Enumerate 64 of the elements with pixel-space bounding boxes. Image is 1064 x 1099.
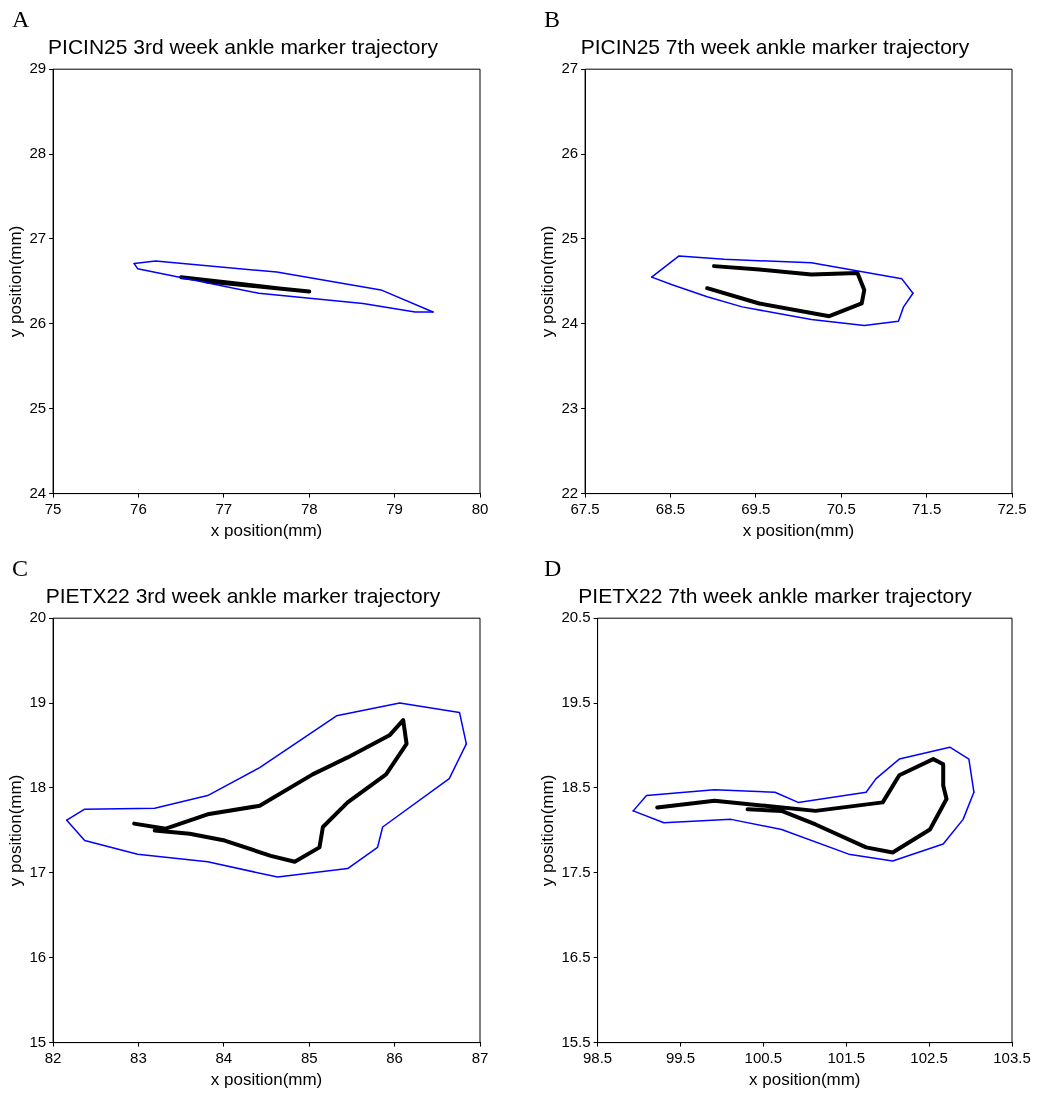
y-tick-label: 25 [29, 398, 47, 416]
x-tick-label: 82 [44, 1048, 62, 1066]
chart-title: PICIN25 7th week ankle marker trajectory [580, 35, 970, 59]
x-axis-title: x position(mm) [749, 1070, 861, 1090]
y-tick-label: 24 [561, 313, 579, 331]
y-tick-label: 23 [561, 398, 579, 416]
y-tick-label: 24 [29, 483, 47, 501]
x-tick-label: 100.5 [744, 1048, 783, 1066]
y-tick-label: 26 [561, 144, 579, 162]
y-tick-label: 29 [29, 59, 47, 77]
y-axis-title: y position(mm) [537, 225, 557, 338]
x-tick-label: 79 [386, 499, 403, 517]
y-tick-label: 20.5 [561, 608, 591, 626]
x-tick-label: 84 [215, 1048, 233, 1066]
y-tick-label: 26 [29, 313, 47, 331]
x-axis-title: x position(mm) [210, 521, 323, 541]
y-tick-label: 27 [561, 59, 579, 77]
y-tick-label: 25 [561, 229, 579, 247]
x-tick-label: 72.5 [997, 499, 1027, 517]
text: B [544, 6, 561, 33]
chart-title: PICIN25 3rd week ankle marker trajectory [48, 35, 439, 59]
y-tick-label: 17 [29, 862, 47, 880]
x-tick-label: 87 [471, 1048, 489, 1066]
y-axis-title: y position(mm) [537, 774, 557, 887]
y-tick-label: 28 [29, 144, 47, 162]
x-tick-label: 78 [300, 499, 318, 517]
x-tick-label: 101.5 [827, 1048, 866, 1066]
x-tick-label: 102.5 [910, 1048, 948, 1066]
y-tick-label: 19 [29, 693, 47, 711]
x-tick-label: 85 [300, 1048, 318, 1066]
chart-title: PIETX22 7th week ankle marker trajectory [578, 584, 973, 608]
x-tick-label: 71.5 [912, 499, 942, 517]
x-axis-title: x position(mm) [742, 521, 855, 541]
text: D [544, 555, 562, 582]
x-tick-label: 80 [471, 499, 489, 517]
y-tick-label: 19.5 [561, 693, 591, 711]
chart-title: PIETX22 3rd week ankle marker trajectory [45, 584, 441, 608]
y-tick-label: 16.5 [561, 947, 591, 965]
y-tick-label: 15 [29, 1032, 47, 1050]
y-tick-label: 20 [29, 608, 47, 626]
y-tick-label: 27 [29, 229, 47, 247]
y-tick-label: 16 [29, 947, 47, 965]
y-tick-label: 17.5 [561, 862, 591, 880]
x-axis-title: x position(mm) [210, 1070, 323, 1090]
y-tick-label: 18.5 [561, 778, 591, 796]
x-tick-label: 103.5 [993, 1048, 1031, 1066]
y-axis-title: y position(mm) [5, 774, 25, 887]
y-tick-label: 18 [29, 778, 47, 796]
y-axis-title: y position(mm) [5, 225, 25, 338]
x-tick-label: 67.5 [570, 499, 600, 517]
x-tick-label: 69.5 [741, 499, 771, 517]
text: C [12, 555, 29, 582]
x-tick-label: 70.5 [826, 499, 856, 517]
x-tick-label: 68.5 [655, 499, 686, 517]
x-tick-label: 76 [130, 499, 147, 517]
x-tick-label: 77 [215, 499, 233, 517]
y-tick-label: 15.5 [561, 1032, 591, 1050]
y-tick-label: 22 [561, 483, 579, 501]
x-tick-label: 99.5 [665, 1048, 696, 1066]
x-tick-label: 83 [130, 1048, 147, 1066]
text: A [12, 6, 30, 33]
x-tick-label: 86 [386, 1048, 403, 1066]
x-tick-label: 75 [44, 499, 62, 517]
x-tick-label: 98.5 [582, 1048, 613, 1066]
